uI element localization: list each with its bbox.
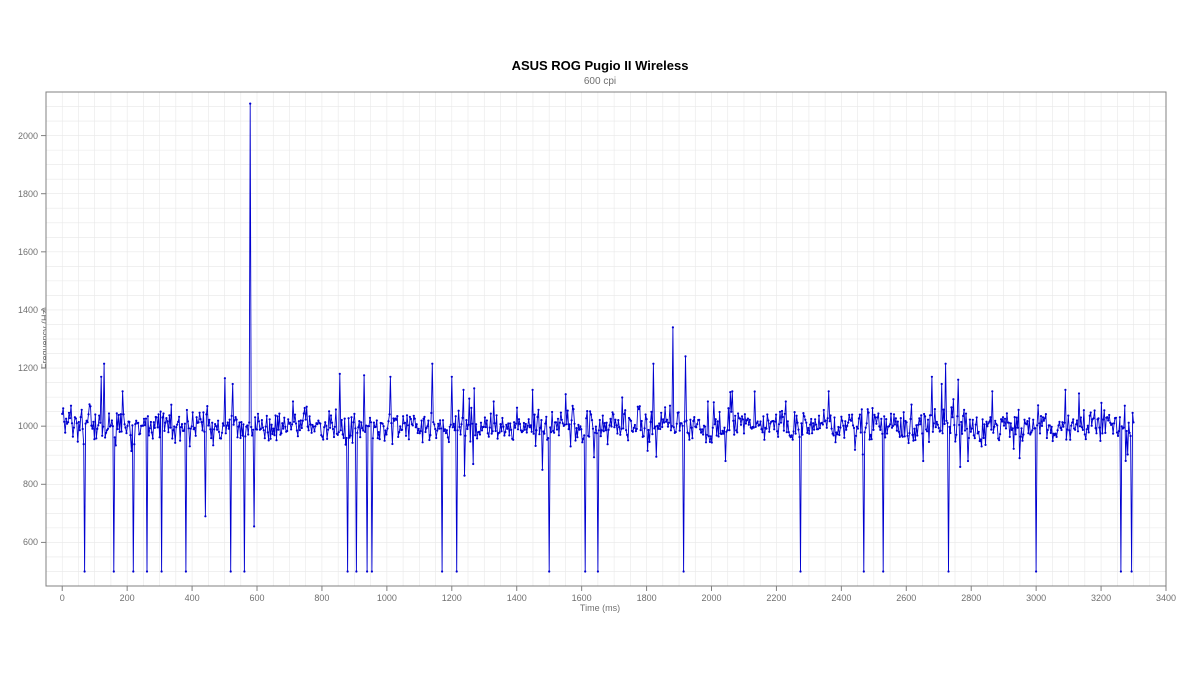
y-tick-label: 1400: [18, 305, 38, 315]
x-tick-label: 3200: [1091, 593, 1111, 603]
x-tick-label: 400: [185, 593, 200, 603]
y-tick-label: 2000: [18, 131, 38, 141]
x-tick-label: 3000: [1026, 593, 1046, 603]
chart-plot: [0, 0, 1200, 675]
y-tick-label: 600: [23, 537, 38, 547]
x-tick-label: 1400: [507, 593, 527, 603]
x-tick-label: 2800: [961, 593, 981, 603]
y-tick-label: 1200: [18, 363, 38, 373]
x-tick-label: 200: [120, 593, 135, 603]
x-tick-label: 1600: [572, 593, 592, 603]
y-tick-label: 1600: [18, 247, 38, 257]
y-tick-label: 1000: [18, 421, 38, 431]
x-tick-label: 1000: [377, 593, 397, 603]
x-tick-label: 1800: [637, 593, 657, 603]
x-tick-label: 2600: [896, 593, 916, 603]
chart-container: ASUS ROG Pugio II Wireless 600 cpi Frequ…: [0, 0, 1200, 675]
x-tick-label: 3400: [1156, 593, 1176, 603]
y-tick-label: 800: [23, 479, 38, 489]
x-tick-label: 2000: [701, 593, 721, 603]
x-tick-label: 0: [60, 593, 65, 603]
x-tick-label: 2400: [831, 593, 851, 603]
x-tick-label: 2200: [766, 593, 786, 603]
x-tick-label: 800: [314, 593, 329, 603]
y-tick-label: 1800: [18, 189, 38, 199]
x-tick-label: 600: [249, 593, 264, 603]
x-tick-label: 1200: [442, 593, 462, 603]
